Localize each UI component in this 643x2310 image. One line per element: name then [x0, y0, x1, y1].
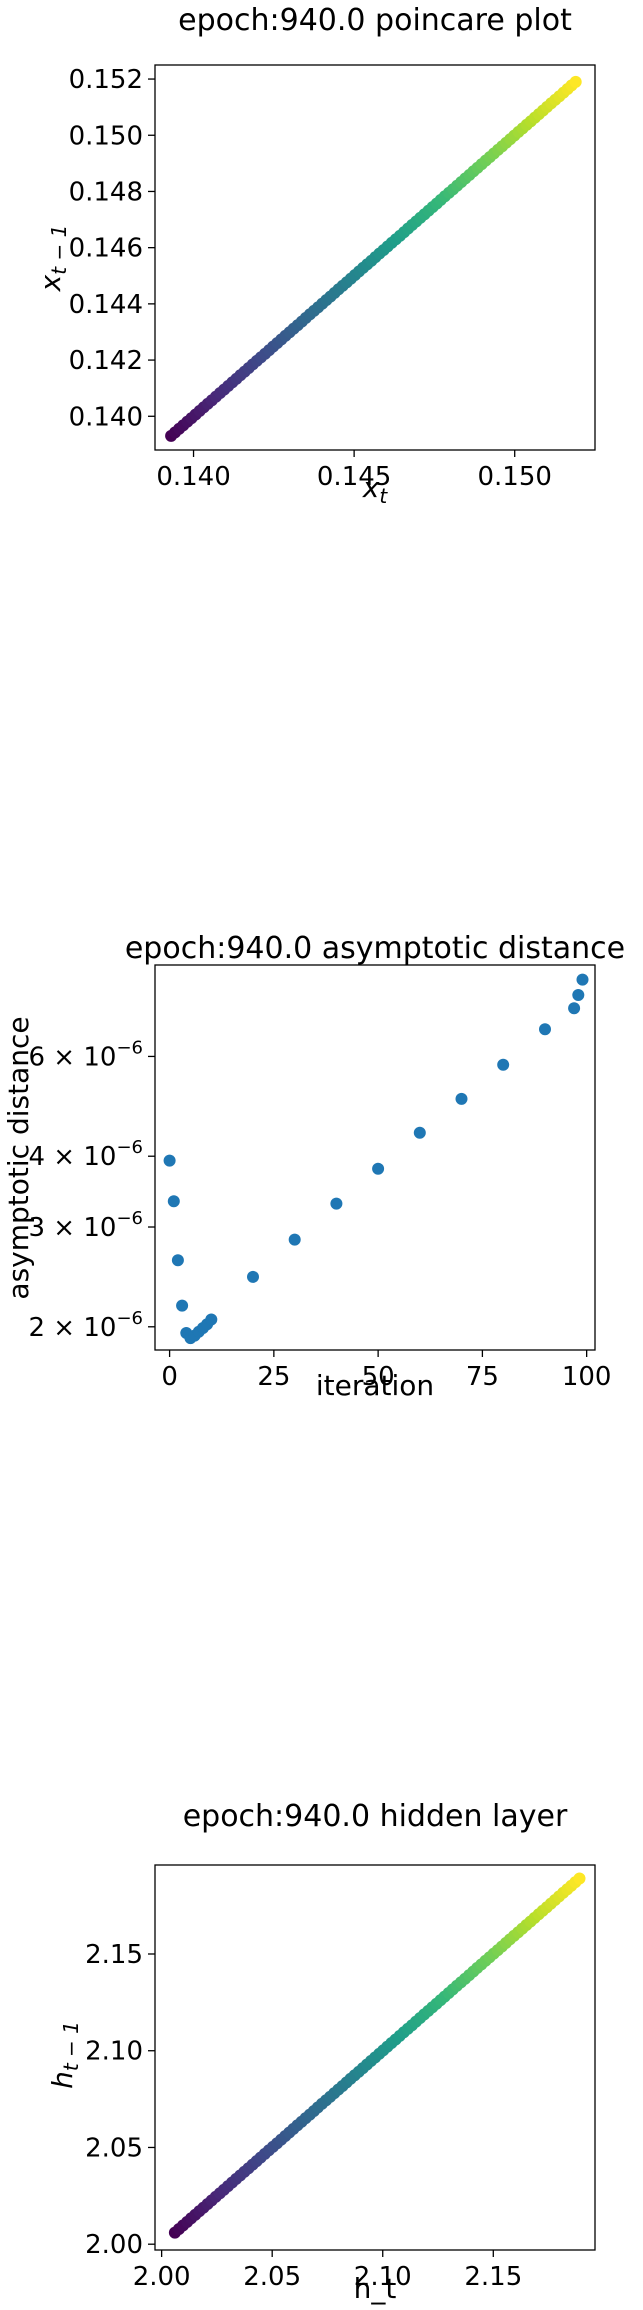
y-tick-label: 0.144	[69, 290, 143, 320]
data-point	[497, 1058, 510, 1071]
data-point	[569, 75, 582, 88]
y-tick-label: 0.146	[69, 234, 143, 264]
hidden-layer-x-ticks: 2.00 2.05 2.10 2.15	[133, 2250, 522, 2292]
data-point	[330, 1197, 343, 1210]
hidden-layer-title: epoch:940.0 hidden layer	[183, 1799, 568, 1834]
asymptotic-distance-panel: epoch:940.0 asymptotic distance 0 25 50 75 1…	[2, 931, 625, 1402]
data-point	[372, 1162, 385, 1175]
data-point	[573, 1872, 586, 1885]
data-point	[167, 1195, 180, 1208]
data-point	[247, 1270, 259, 1283]
asymptotic-distance-title: epoch:940.0 asymptotic distance	[125, 931, 625, 966]
y-tick-label: 0.142	[69, 346, 143, 376]
asymptotic-distance-marks	[163, 973, 589, 1345]
y-tick-label: 2.10	[85, 2037, 143, 2067]
y-tick-label: 2.05	[85, 2133, 143, 2163]
poincare-plot-title: epoch:940.0 poincare plot	[178, 3, 572, 38]
y-tick-label: 2.15	[85, 1940, 143, 1970]
data-point	[539, 1023, 551, 1036]
y-tick-label: 0.140	[69, 402, 143, 432]
y-tick-label: 0.148	[69, 177, 143, 207]
data-point	[455, 1092, 468, 1105]
asymptotic-distance-x-label: iteration	[316, 1369, 434, 1402]
hidden-layer-x-label: h_t	[354, 2272, 397, 2305]
data-point	[413, 1126, 426, 1139]
data-point	[568, 1002, 581, 1015]
x-tick-label: 2.15	[464, 2262, 522, 2292]
poincare-plot-marks	[165, 75, 582, 442]
y-tick-label: 6 × 10−6	[29, 1037, 144, 1072]
poincare-plot-y-label: xt − 1	[34, 225, 71, 293]
hidden-layer-y-label: ht − 1	[46, 2021, 83, 2089]
data-point	[176, 1299, 189, 1312]
y-tick-label: 4 × 10−6	[29, 1137, 144, 1172]
y-tick-label: 2.00	[85, 2230, 143, 2260]
asymptotic-distance-frame	[154, 964, 596, 1351]
x-tick-label: 25	[257, 1362, 290, 1392]
asymptotic-distance-y-ticks: 2 × 10−6 3 × 10−6 4 × 10−6 6 × 10−6	[29, 1037, 155, 1343]
poincare-plot-frame	[154, 64, 596, 451]
x-tick-label: 2.00	[133, 2262, 191, 2292]
asymptotic-distance-y-label: asymptotic distance	[2, 1016, 35, 1299]
poincare-plot-y-ticks: 0.140 0.142 0.144 0.146 0.148 0.150 0.152	[69, 65, 155, 432]
x-tick-label: 0.140	[156, 462, 230, 492]
hidden-layer-panel: epoch:940.0 hidden layer 2.00 2.05 2.10 2.1…	[46, 1799, 596, 2305]
asymptotic-distance-x-ticks: 0 25 50 75 100	[161, 1350, 611, 1392]
x-tick-label: 2.10	[354, 2262, 412, 2292]
x-tick-label: 0.145	[317, 462, 391, 492]
data-point	[288, 1233, 301, 1246]
x-tick-label: 2.05	[243, 2262, 301, 2292]
y-tick-label: 0.152	[69, 65, 143, 95]
y-tick-label: 2 × 10−6	[29, 1308, 144, 1343]
hidden-layer-frame	[154, 1864, 596, 2251]
hidden-layer-marks	[168, 1872, 586, 2239]
data-point	[163, 1154, 176, 1167]
data-point	[572, 989, 585, 1001]
data-point	[171, 1254, 184, 1267]
y-tick-label: 3 × 10−6	[29, 1208, 144, 1243]
x-tick-label: 0.150	[477, 462, 551, 492]
x-tick-label: 100	[562, 1362, 612, 1392]
poincare-plot-panel: epoch:940.0 poincare plot 0.140 0.145 0.15…	[34, 3, 596, 508]
x-tick-label: 0	[161, 1362, 178, 1392]
x-tick-label: 75	[466, 1362, 499, 1392]
hidden-layer-y-ticks: 2.00 2.05 2.10 2.15	[85, 1940, 155, 2260]
data-point	[576, 973, 589, 986]
data-point	[205, 1313, 218, 1326]
poincare-plot-x-ticks: 0.140 0.145 0.150	[156, 450, 552, 492]
y-tick-label: 0.150	[69, 121, 143, 151]
x-tick-label: 50	[362, 1362, 395, 1392]
